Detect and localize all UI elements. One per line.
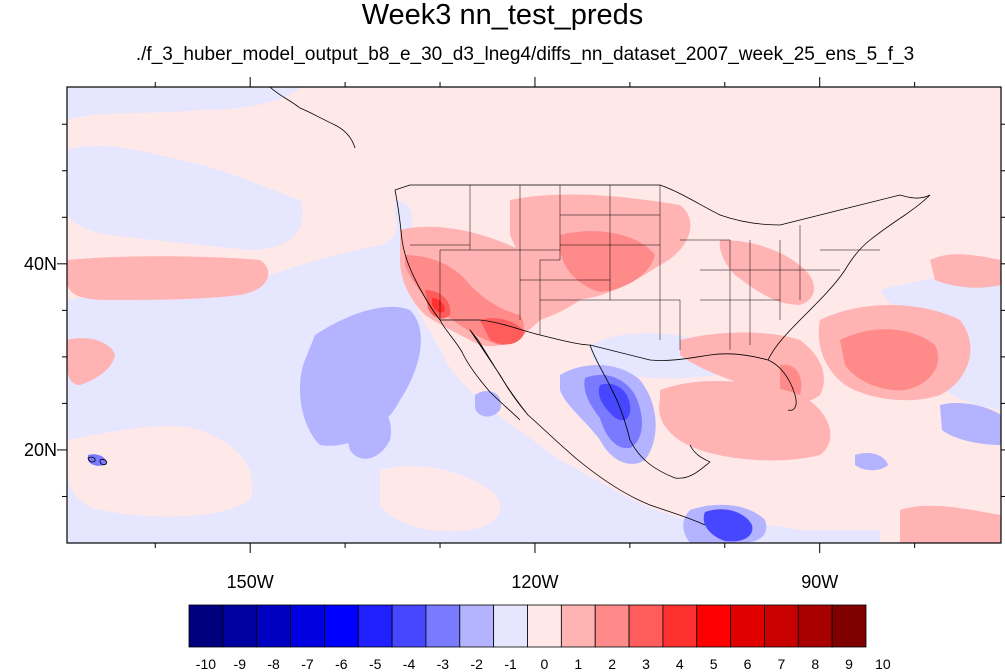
colorbar-box [730, 604, 765, 648]
baja-california-coast [469, 329, 529, 416]
colorbar-box [391, 604, 427, 648]
colorbar-label: 7 [777, 656, 785, 672]
colorbar-label: 3 [642, 656, 650, 672]
atlantic-blue-patch [940, 403, 1001, 445]
colorbar-box [628, 604, 664, 648]
colorbar-box [357, 604, 393, 648]
colorbar-label: -5 [369, 656, 382, 672]
arizona-red-hotspot [480, 318, 525, 345]
colorbar-label: 10 [875, 656, 891, 672]
colorbar-box [662, 604, 698, 648]
anomaly-field [67, 87, 1001, 543]
colorbar-label: -6 [335, 656, 348, 672]
colorbar-label: -9 [234, 656, 247, 672]
colorbar-box [459, 604, 495, 648]
plot-subtitle: ./f_3_huber_model_output_b8_e_30_d3_lneg… [135, 44, 915, 65]
colorbar-label: -1 [504, 656, 517, 672]
hawaii-island [99, 458, 107, 466]
colorbar-label: -10 [196, 656, 216, 672]
state-line [539, 185, 561, 335]
colorbar-box [797, 604, 833, 648]
state-boundaries [410, 185, 880, 350]
colorbar-label: 5 [710, 656, 718, 672]
colorbar-box [696, 604, 731, 648]
atlantic-coastline [767, 194, 931, 361]
small-blue-patch [475, 390, 501, 417]
colorbar-label: -7 [301, 656, 314, 672]
pale-red-patches [67, 425, 501, 532]
colorbar [188, 604, 867, 648]
colorbar-label: -8 [267, 656, 280, 672]
south-atlantic-red-patch [900, 505, 1001, 543]
alaska-coastline [269, 87, 356, 149]
colorbar-box [831, 604, 867, 648]
west-pacific-red-patch [67, 338, 115, 385]
axis-tick-labels: 150W 120W 90W 40N 20N [24, 254, 838, 592]
alaska-pale-region [67, 87, 300, 120]
colorbar-box [594, 604, 630, 648]
pacific-blue-region [300, 306, 421, 446]
x-tick-label: 90W [801, 572, 838, 592]
central-america-blue-core [703, 509, 753, 542]
us-canada-border [394, 184, 931, 226]
colorbar-label: 9 [845, 656, 853, 672]
coastlines-and-borders [87, 87, 931, 526]
positive-anomalies [67, 194, 1001, 543]
colorbar-box [493, 604, 528, 648]
colorbar-label: 8 [811, 656, 819, 672]
axis-ticks [57, 77, 1005, 553]
state-line [610, 299, 681, 350]
colorbar-label: -4 [403, 656, 416, 672]
colorbar-box [222, 604, 258, 648]
colorbar-label: 6 [744, 656, 752, 672]
colorbar-label: 4 [676, 656, 684, 672]
mexico-pacific-coast [527, 414, 706, 526]
colorbar-label: -3 [437, 656, 450, 672]
plains-red-core [560, 231, 655, 292]
us-gulf-coast [589, 344, 797, 411]
colorbar-labels: -10 -9 -8 -7 -6 -5 -4 -3 -2 -1 0 1 2 3 4 5 6 7 8 9 10 [196, 656, 891, 672]
atlantic-red-core [840, 329, 939, 391]
y-tick-label: 20N [24, 440, 57, 460]
negative-anomalies [88, 306, 1001, 543]
pacific-blue-patch [348, 406, 391, 459]
colorbar-box [527, 604, 562, 648]
colorbar-box [290, 604, 325, 648]
colorbar-box [256, 604, 291, 648]
pacific-pale-region [67, 200, 880, 543]
ohio-valley-red-patch [719, 240, 815, 305]
colorbar-label: 2 [608, 656, 616, 672]
colorbar-box [323, 604, 359, 648]
tropical-pale-red-patch [380, 466, 501, 532]
north-pacific-pale-region [67, 145, 303, 250]
state-line [439, 185, 471, 320]
colorbar-box [560, 604, 596, 648]
subtropical-pale-red-patch [67, 425, 253, 517]
mexico-gulf-coast [589, 344, 711, 479]
caribbean-blue-patch [855, 453, 888, 471]
plot-title: Week3 nn_test_preds [361, 0, 644, 31]
mexico-blue-center [598, 383, 631, 421]
colorbar-box [425, 604, 461, 648]
colorbar-label: 0 [541, 656, 549, 672]
north-atlantic-red-patch [930, 254, 1001, 288]
colorbar-box [188, 604, 224, 648]
x-tick-label: 150W [227, 572, 274, 592]
y-tick-label: 40N [24, 254, 57, 274]
pacific-red-band [67, 256, 269, 300]
map-frame [66, 86, 1002, 544]
california-red-peak [432, 298, 445, 313]
gulf-red-region [659, 380, 831, 461]
hawaii-island [87, 456, 96, 463]
state-line [680, 239, 731, 350]
x-tick-label: 120W [511, 572, 558, 592]
colorbar-label: 1 [574, 656, 582, 672]
colorbar-box [764, 604, 799, 648]
colorbar-label: -2 [470, 656, 483, 672]
